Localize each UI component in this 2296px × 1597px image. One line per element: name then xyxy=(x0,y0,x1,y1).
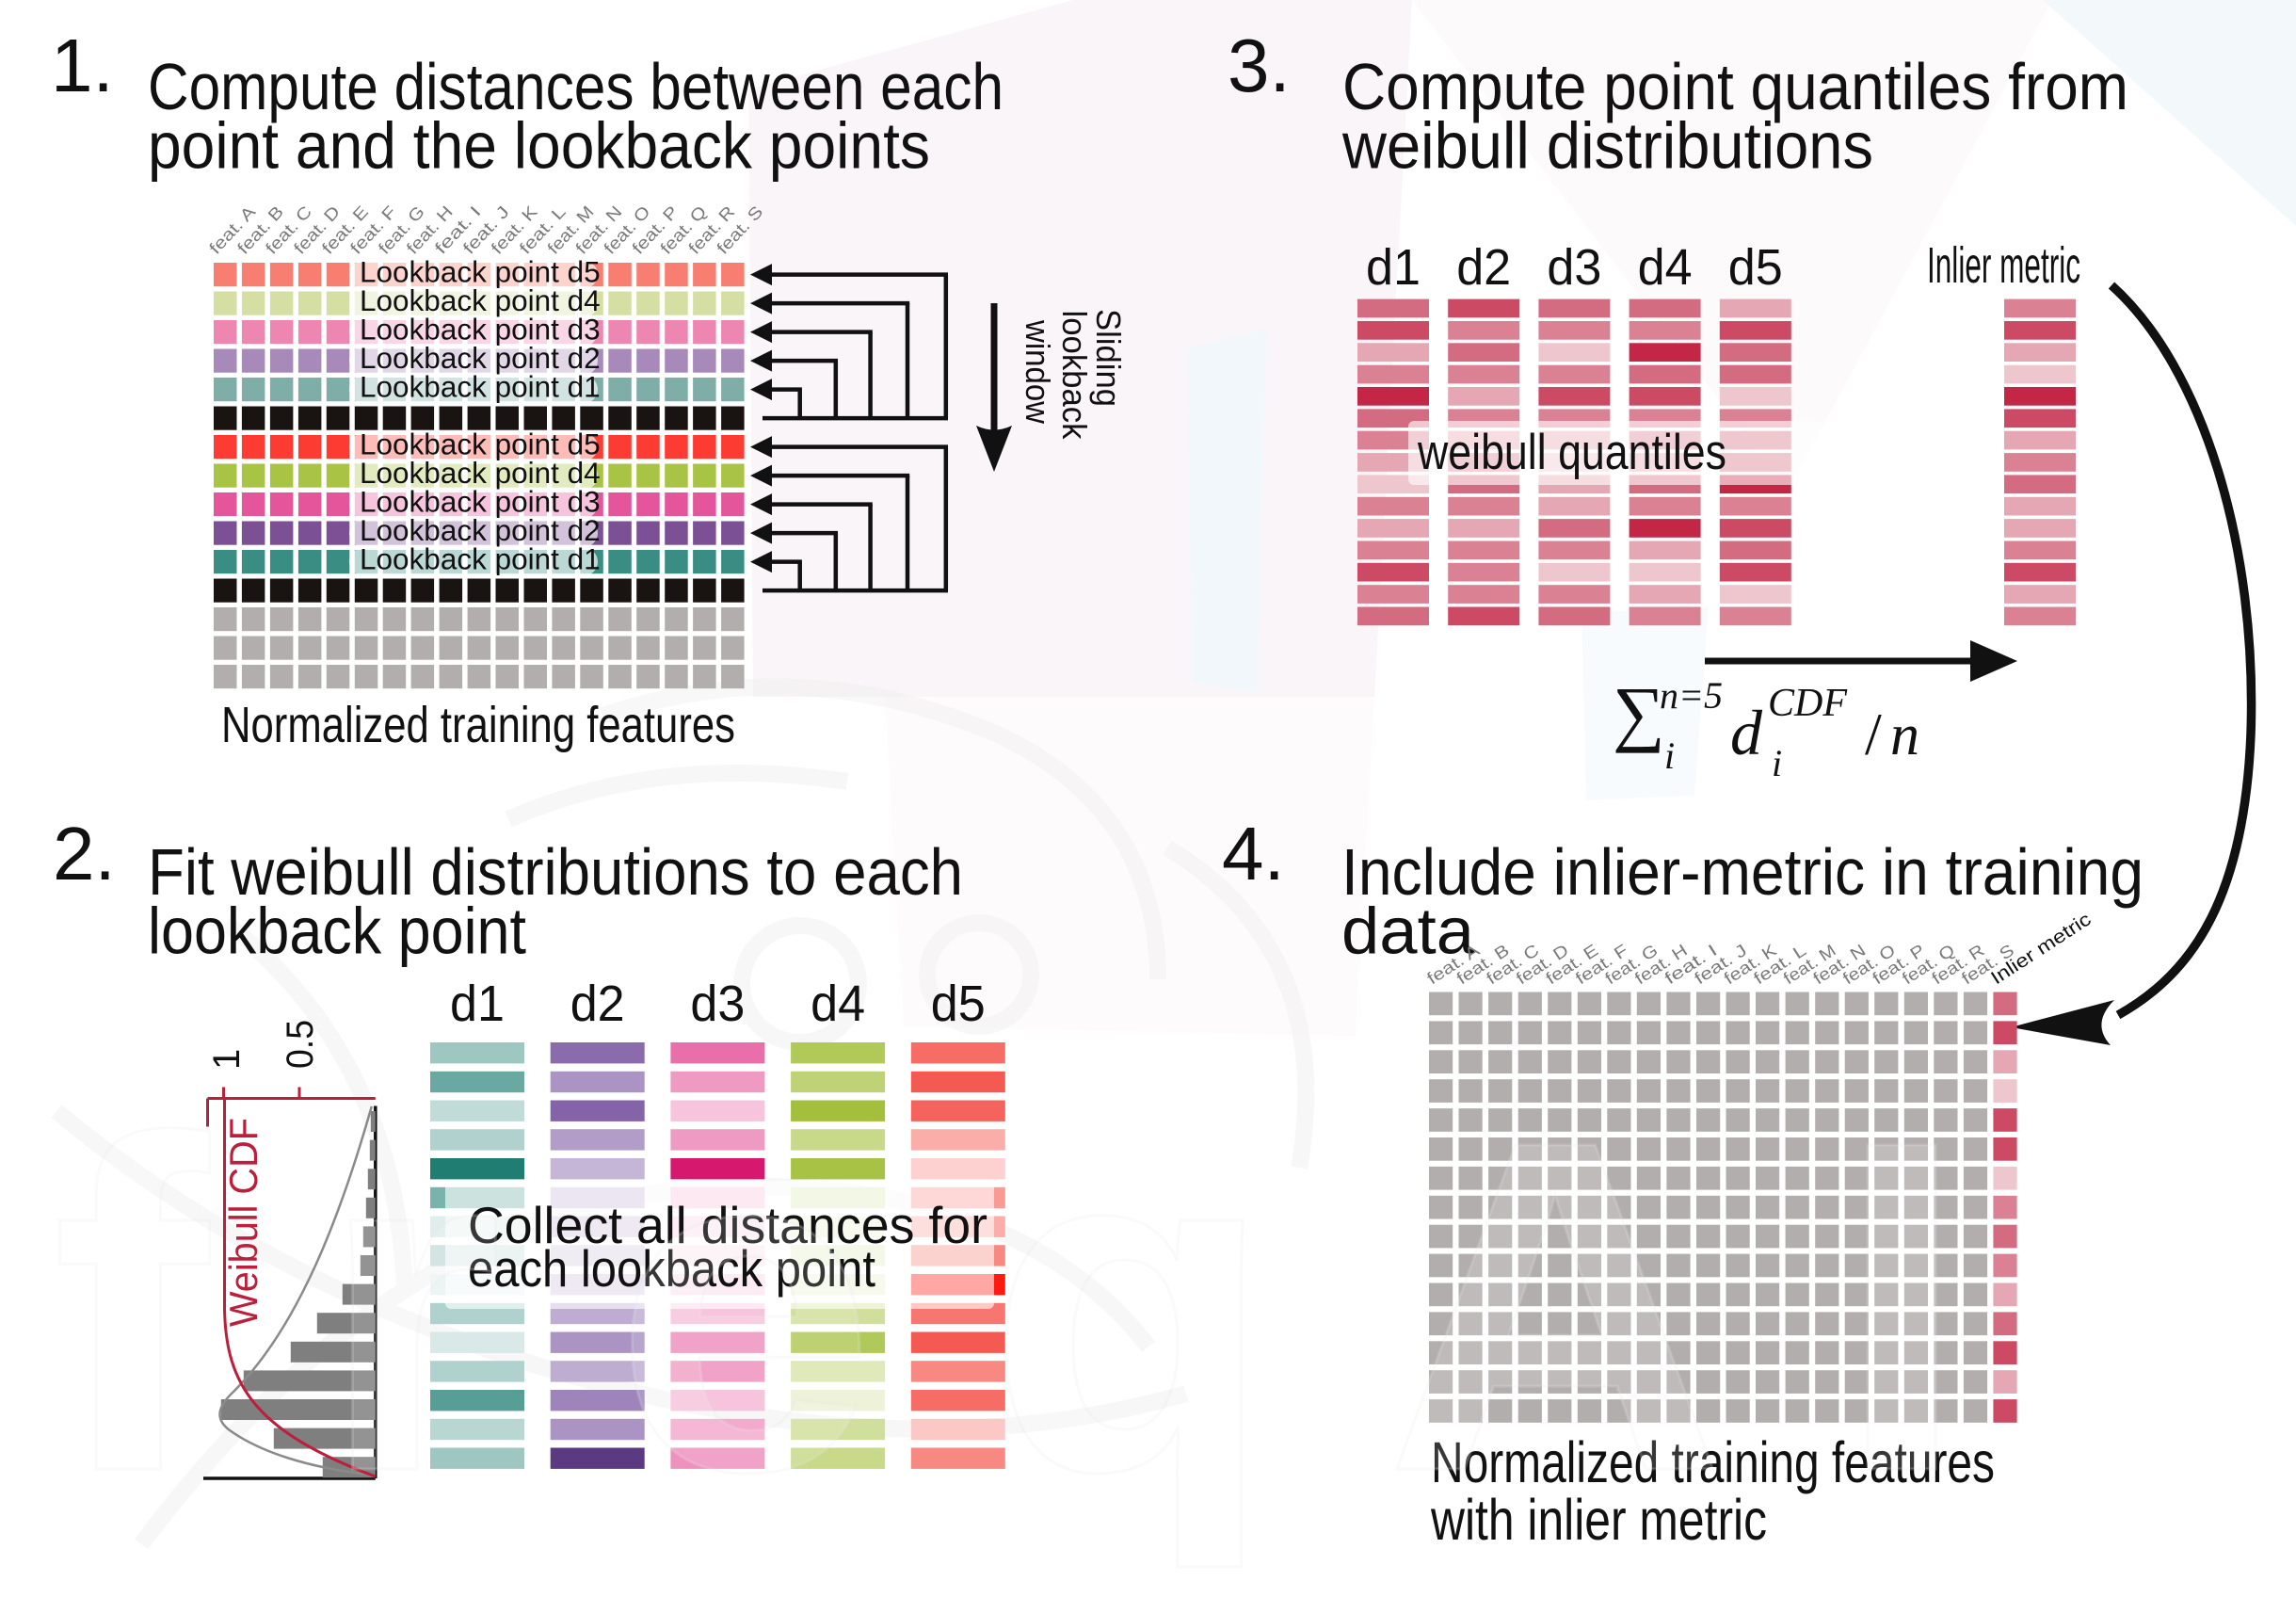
svg-text:d2: d2 xyxy=(1456,239,1511,296)
svg-text:with inlier metric: with inlier metric xyxy=(1430,1488,1767,1552)
svg-text:d1: d1 xyxy=(1366,239,1421,296)
svg-text:d5: d5 xyxy=(931,976,986,1032)
svg-text:2.: 2. xyxy=(53,812,116,895)
svg-text:freqAI: freqAI xyxy=(52,1042,2079,1572)
svg-text:Lookback point d2: Lookback point d2 xyxy=(360,341,601,375)
svg-text:Lookback point d1: Lookback point d1 xyxy=(360,542,601,576)
svg-text:Compute distances between each: Compute distances between each xyxy=(148,50,1003,123)
svg-text:Lookback point d4: Lookback point d4 xyxy=(360,283,601,317)
svg-text:point and the lookback points: point and the lookback points xyxy=(148,109,930,183)
svg-text:lookback point: lookback point xyxy=(148,895,526,968)
svg-text:d5: d5 xyxy=(1728,239,1783,296)
svg-text:d4: d4 xyxy=(811,976,865,1032)
svg-text:Lookback point d3: Lookback point d3 xyxy=(360,313,601,347)
svg-text:Collect all distances for: Collect all distances for xyxy=(468,1196,987,1254)
svg-text:4.: 4. xyxy=(1222,812,1285,895)
svg-text:Include inlier-metric in train: Include inlier-metric in training xyxy=(1341,835,2143,909)
svg-text:d1: d1 xyxy=(450,976,505,1032)
svg-text:0.5: 0.5 xyxy=(280,1020,321,1069)
svg-text:i: i xyxy=(1664,734,1675,777)
svg-text:d3: d3 xyxy=(1547,239,1601,296)
svg-text:lookback: lookback xyxy=(1055,311,1094,441)
svg-text:d2: d2 xyxy=(570,976,625,1032)
svg-text:Lookback point d2: Lookback point d2 xyxy=(360,513,601,547)
svg-text:d3: d3 xyxy=(690,976,745,1032)
svg-text:weibull distributions: weibull distributions xyxy=(1341,109,1873,183)
svg-text:Fit weibull distributions to e: Fit weibull distributions to each xyxy=(148,835,963,909)
svg-text:data: data xyxy=(1341,895,1474,968)
svg-text:d4: d4 xyxy=(1638,239,1693,296)
svg-text:Lookback point d4: Lookback point d4 xyxy=(360,456,601,490)
svg-text:i: i xyxy=(1772,742,1782,784)
svg-text:∑: ∑ xyxy=(1613,671,1665,753)
svg-text:Normalized training features: Normalized training features xyxy=(1431,1430,1995,1494)
svg-text:Lookback point d1: Lookback point d1 xyxy=(360,370,601,404)
svg-text:Inlier metric: Inlier metric xyxy=(1927,237,2080,294)
svg-text:Sliding: Sliding xyxy=(1089,309,1128,407)
svg-text:Lookback point d3: Lookback point d3 xyxy=(360,485,601,519)
svg-text:d: d xyxy=(1730,697,1763,768)
svg-text:Compute point quantiles from: Compute point quantiles from xyxy=(1342,50,2128,123)
svg-text:weibull quantiles: weibull quantiles xyxy=(1417,425,1726,480)
svg-text:n: n xyxy=(1890,703,1919,767)
svg-text:Lookback point d5: Lookback point d5 xyxy=(360,255,601,289)
svg-text:CDF: CDF xyxy=(1768,682,1847,725)
svg-text:Normalized training features: Normalized training features xyxy=(221,697,735,753)
svg-text:3.: 3. xyxy=(1228,24,1291,107)
svg-text:Lookback point d5: Lookback point d5 xyxy=(360,427,601,461)
svg-text:1: 1 xyxy=(206,1049,248,1070)
svg-text:/: / xyxy=(1865,701,1882,767)
svg-text:1.: 1. xyxy=(51,24,114,107)
svg-text:Weibull CDF: Weibull CDF xyxy=(221,1118,265,1327)
svg-text:each lookback point: each lookback point xyxy=(468,1239,875,1298)
svg-text:n=5: n=5 xyxy=(1660,674,1723,717)
svg-text:window: window xyxy=(1019,319,1057,425)
